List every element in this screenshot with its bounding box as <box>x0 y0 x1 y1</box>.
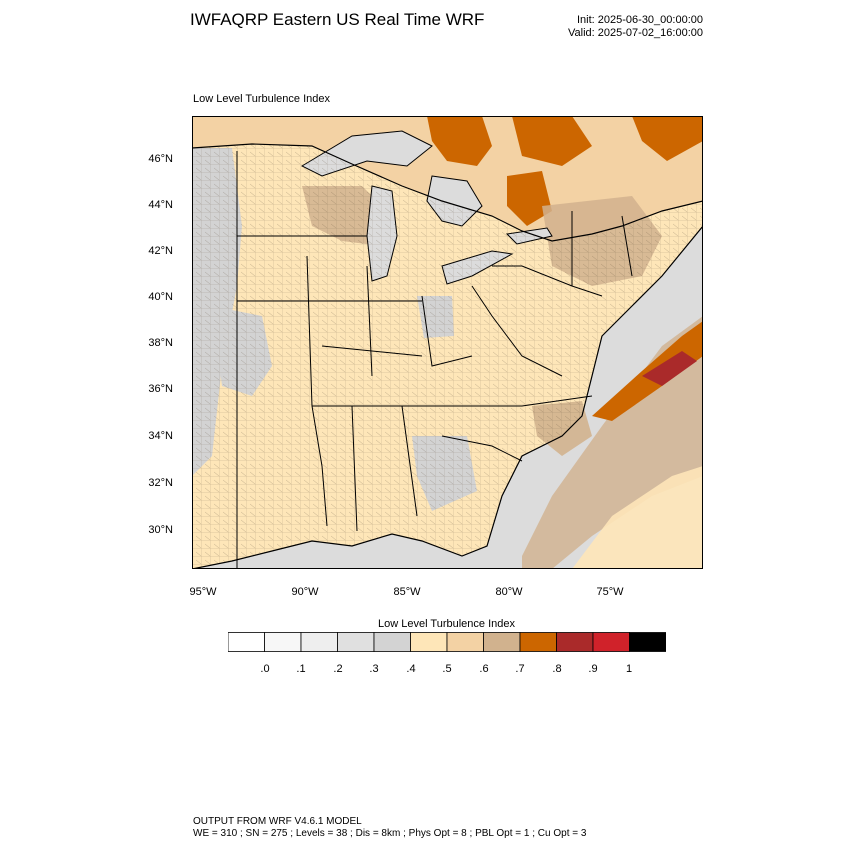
colorbar-swatch <box>592 632 630 652</box>
colorbar-tick-label: .6 <box>479 663 489 675</box>
colorbar-swatch <box>629 632 666 652</box>
colorbar-tick-label: .9 <box>588 663 598 675</box>
map-field-label: Low Level Turbulence Index <box>193 93 330 105</box>
chart-title: IWFAQRP Eastern US Real Time WRF <box>190 10 485 29</box>
canada-high-zone-3 <box>632 116 703 161</box>
colorbar-tick-label: .4 <box>406 663 416 675</box>
lon-label-80: 80°W <box>495 586 523 598</box>
canada-high-zone-2 <box>512 116 592 166</box>
colorbar-tick-label: .2 <box>333 663 343 675</box>
state-borders <box>236 151 633 569</box>
colorbar-tick-label: .8 <box>552 663 562 675</box>
colorbar-tick-label: .5 <box>442 663 452 675</box>
lat-label-42: 42°N <box>148 245 173 257</box>
offshore-light-band <box>572 466 703 569</box>
colorbar <box>228 632 666 652</box>
footer-config-line: WE = 310 ; SN = 275 ; Levels = 38 ; Dis … <box>193 828 587 839</box>
colorbar-swatch <box>556 632 594 652</box>
init-time: Init: 2025-06-30_00:00:00 <box>577 14 703 26</box>
lat-label-40: 40°N <box>148 291 173 303</box>
colorbar-swatch <box>228 632 265 652</box>
colorbar-tick-label: .3 <box>369 663 379 675</box>
lon-label-95: 95°W <box>189 586 217 598</box>
canada-us-border <box>192 143 703 242</box>
lat-label-46: 46°N <box>148 153 173 165</box>
offshore-high-band <box>592 321 703 421</box>
lon-label-90: 90°W <box>291 586 319 598</box>
colorbar-tick-label: .7 <box>515 663 525 675</box>
lat-label-38: 38°N <box>148 337 173 349</box>
lat-label-32: 32°N <box>148 477 173 489</box>
canada-high-zone <box>427 116 492 166</box>
map-border <box>192 116 703 569</box>
lon-label-85: 85°W <box>393 586 421 598</box>
colorbar-swatch <box>446 632 484 652</box>
lat-label-44: 44°N <box>148 199 173 211</box>
county-lines <box>192 144 703 569</box>
colorbar-swatch <box>483 632 521 652</box>
colorbar-swatch <box>410 632 448 652</box>
colorbar-tick-label: .1 <box>296 663 306 675</box>
valid-time: Valid: 2025-07-02_16:00:00 <box>568 27 703 39</box>
lon-label-75: 75°W <box>596 586 624 598</box>
colorbar-tick-label: .0 <box>260 663 270 675</box>
turbulence-map <box>192 116 703 569</box>
canada-high-zone-4 <box>507 171 552 226</box>
colorbar-tick-label: 1 <box>625 663 633 675</box>
colorbar-swatch <box>519 632 557 652</box>
colorbar-swatch <box>373 632 411 652</box>
lat-label-36: 36°N <box>148 383 173 395</box>
colorbar-swatch <box>264 632 302 652</box>
coastline <box>192 225 703 569</box>
colorbar-swatch <box>337 632 375 652</box>
footer-model-line: OUTPUT FROM WRF V4.6.1 MODEL <box>193 816 362 827</box>
colorbar-swatch <box>300 632 338 652</box>
colorbar-title: Low Level Turbulence Index <box>378 618 515 630</box>
offshore-peak-band <box>642 351 697 386</box>
lat-label-30: 30°N <box>148 524 173 536</box>
lat-label-34: 34°N <box>148 430 173 442</box>
